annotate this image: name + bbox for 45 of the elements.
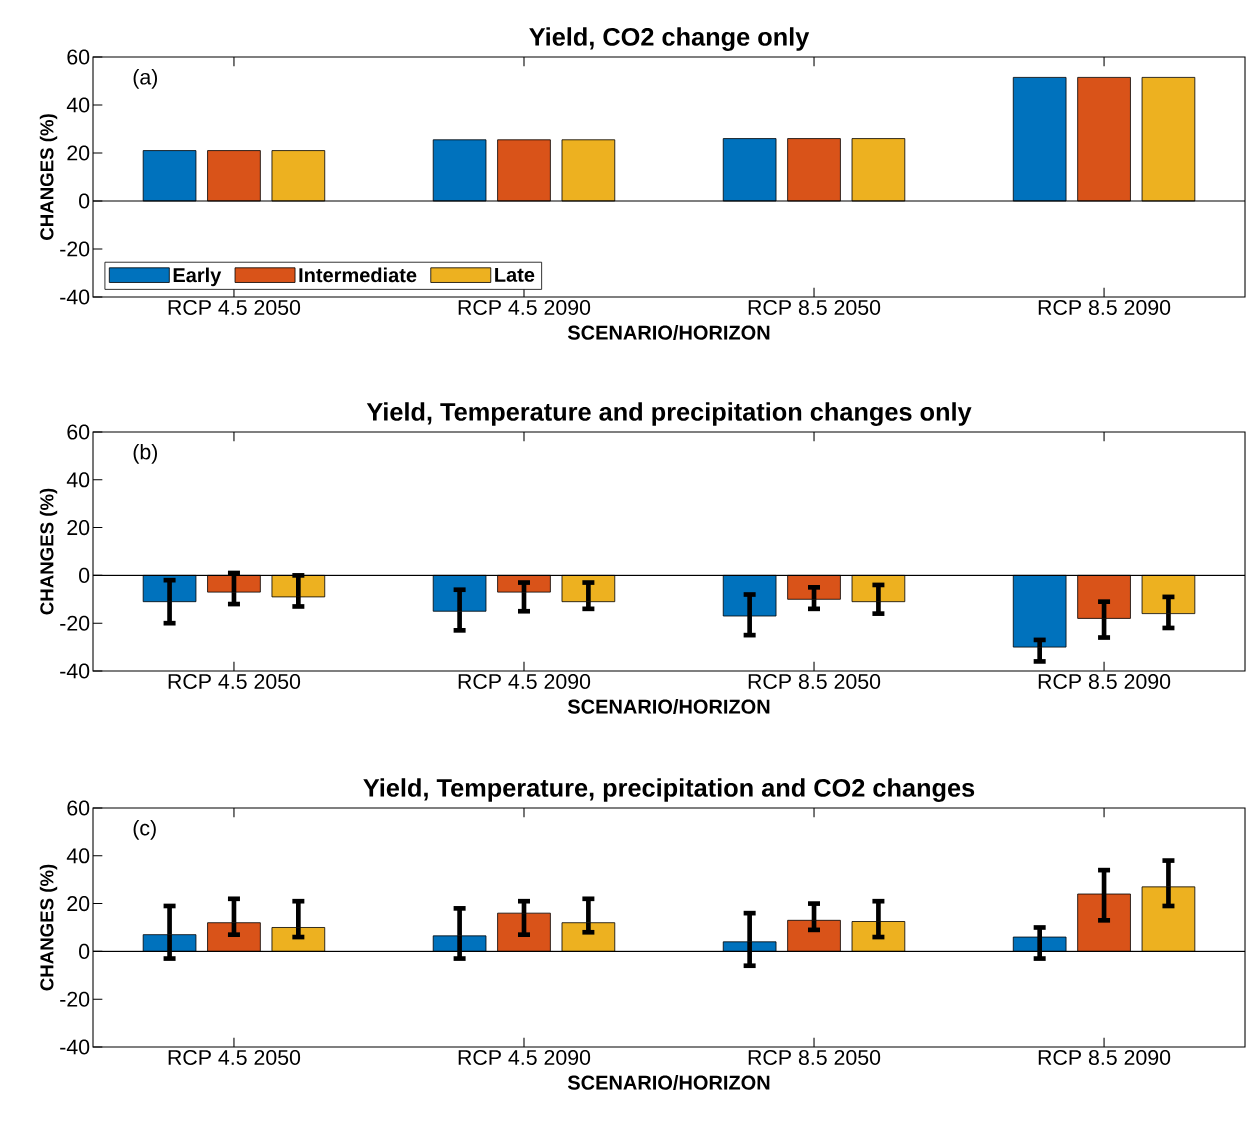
y-tick-label: -40 — [60, 663, 90, 679]
x-tick-label: RCP 8.5 2090 — [1038, 299, 1171, 316]
x-tick-label: RCP 4.5 2090 — [458, 673, 591, 690]
legend-label: Early — [173, 267, 222, 287]
x-tick-label: RCP 4.5 2090 — [458, 1049, 591, 1066]
x-tick-label: RCP 4.5 2050 — [168, 673, 301, 690]
x-tick-label: RCP 8.5 2050 — [748, 1049, 881, 1066]
annotation: (b) — [133, 443, 158, 464]
y-axis-title: CHANGES (%) — [39, 864, 58, 991]
x-tick-label: RCP 8.5 2090 — [1038, 673, 1171, 690]
y-tick-label: 0 — [79, 193, 90, 209]
y-tick-label: 40 — [66, 848, 90, 864]
annotation: (a) — [133, 68, 158, 89]
x-axis-title: SCENARIO/HORIZON — [567, 1075, 770, 1090]
chart-title: Yield, Temperature and precipitation changes only — [366, 402, 972, 426]
x-tick-label: RCP 8.5 2090 — [1038, 1049, 1171, 1066]
y-tick-label: 40 — [66, 472, 90, 488]
y-axis-title: CHANGES (%) — [39, 488, 58, 615]
chart-title: Yield, Temperature, precipitation and CO2 changes — [363, 778, 975, 802]
y-tick-label: -40 — [60, 289, 90, 305]
y-axis-title: CHANGES (%) — [39, 114, 58, 240]
legend-label: Late — [495, 267, 535, 282]
y-tick-label: -20 — [60, 241, 90, 257]
x-axis-title: SCENARIO/HORIZON — [567, 699, 770, 714]
x-tick-label: RCP 4.5 2050 — [168, 1049, 301, 1066]
x-tick-label: RCP 4.5 2090 — [458, 299, 591, 316]
x-axis-title: SCENARIO/HORIZON — [567, 325, 770, 340]
x-tick-label: RCP 8.5 2050 — [748, 299, 881, 316]
y-tick-label: 20 — [67, 896, 90, 912]
y-tick-label: 60 — [67, 49, 90, 65]
y-tick-label: 20 — [67, 145, 90, 161]
annotation: (c) — [133, 819, 156, 840]
x-tick-label: RCP 4.5 2050 — [168, 299, 301, 316]
y-tick-label: -40 — [60, 1039, 90, 1055]
y-tick-label: 60 — [67, 800, 90, 816]
y-tick-label: 60 — [67, 424, 90, 440]
x-tick-label: RCP 8.5 2050 — [748, 673, 881, 690]
y-tick-label: -20 — [60, 615, 90, 631]
legend-label: Intermediate — [299, 267, 417, 283]
y-tick-label: 0 — [79, 567, 90, 583]
y-tick-label: 20 — [67, 520, 90, 536]
chart-title: Yield, CO2 change only — [529, 27, 810, 51]
y-tick-label: 40 — [66, 97, 90, 113]
y-tick-label: -20 — [60, 991, 90, 1007]
y-tick-label: 0 — [79, 943, 90, 959]
